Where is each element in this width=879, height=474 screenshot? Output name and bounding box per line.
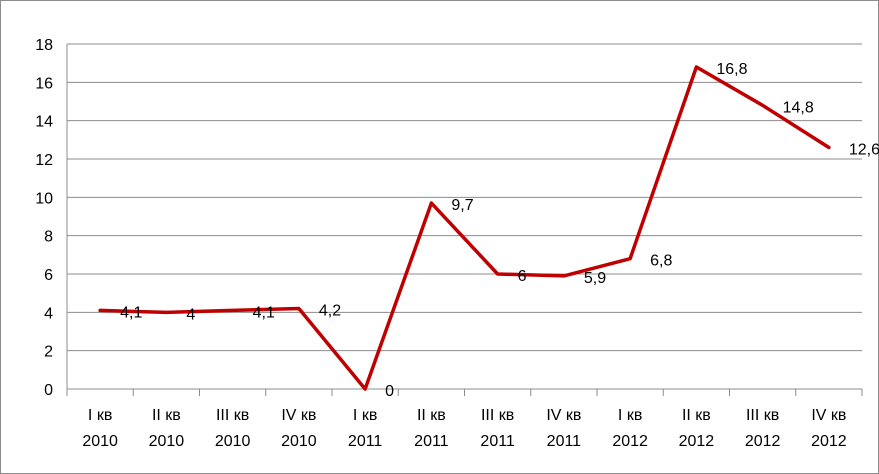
x-axis: I кв 2010 II кв 2010 III кв 2010 IV кв 2010 I кв…: [66, 388, 863, 450]
data-label: 6,8: [650, 253, 672, 270]
data-point: [562, 274, 566, 278]
x-tick-label-quarter: II кв: [417, 407, 446, 424]
data-point: [694, 65, 698, 69]
y-tick-label: 18: [35, 37, 53, 54]
y-tick-label: 14: [35, 114, 53, 131]
data-label: 9,7: [451, 197, 473, 214]
x-tick-label-year: 2012: [679, 433, 715, 450]
data-label: 4: [186, 306, 195, 323]
data-label: 4,2: [319, 303, 341, 320]
x-tick-label-quarter: II кв: [682, 407, 711, 424]
x-tick-label-quarter: III кв: [216, 407, 249, 424]
y-tick-label: 8: [44, 229, 53, 246]
y-tick-label: 16: [35, 75, 53, 92]
data-point: [98, 308, 102, 312]
x-tick-label-year: 2011: [414, 433, 449, 450]
x-tick-label-quarter: IV кв: [811, 407, 846, 424]
data-label: 14,8: [783, 99, 814, 116]
y-tick-label: 4: [44, 305, 53, 322]
y-tick-label: 2: [44, 344, 53, 361]
x-tick-label-quarter: I кв: [618, 407, 642, 424]
x-tick-label-year: 2011: [480, 433, 515, 450]
data-point: [231, 308, 235, 312]
series-line: [98, 65, 831, 391]
data-label: 4,1: [253, 304, 275, 321]
data-point: [628, 257, 632, 261]
data-label: 16,8: [716, 61, 747, 78]
data-point: [496, 272, 500, 276]
y-tick-label: 12: [35, 152, 53, 169]
y-tick-label: 0: [44, 382, 53, 399]
x-tick-label-quarter: I кв: [88, 407, 112, 424]
x-tick-label-year: 2011: [547, 433, 582, 450]
x-tick-label-quarter: IV кв: [546, 407, 581, 424]
data-point: [827, 146, 831, 149]
data-point: [429, 201, 433, 205]
data-point: [297, 307, 301, 310]
y-tick-label: 6: [44, 267, 53, 284]
data-point: [164, 310, 168, 314]
x-tick-label-year: 2011: [348, 433, 383, 450]
y-tick-label: 10: [35, 190, 53, 207]
x-tick-label-year: 2010: [215, 433, 251, 450]
series-layer: [98, 65, 831, 391]
x-tick-label-quarter: III кв: [481, 407, 514, 424]
x-tick-label-year: 2012: [811, 433, 847, 450]
data-point: [363, 387, 367, 391]
x-tick-label-year: 2012: [612, 433, 648, 450]
x-tick-label-quarter: III кв: [746, 407, 779, 424]
x-tick-label-quarter: IV кв: [281, 407, 316, 424]
y-axis: 0 2 4 6 8 10 12 14 16 18: [35, 37, 68, 399]
x-tick-label-quarter: I кв: [353, 407, 377, 424]
x-tick-label-year: 2010: [149, 433, 185, 450]
data-label: 12,6: [849, 142, 879, 159]
data-label: 0: [385, 383, 394, 400]
data-label: 5,9: [584, 270, 606, 287]
data-label: 6: [518, 268, 527, 285]
x-tick-label-year: 2010: [82, 433, 118, 450]
x-tick-label-year: 2010: [281, 433, 317, 450]
data-point: [761, 103, 765, 107]
data-label: 4,1: [120, 304, 142, 321]
data-labels: 4,1 4 4,1 4,2 0 9,7 6 5,9 6,8 16,8 14,8 12,6: [120, 61, 879, 400]
x-tick-label-quarter: II кв: [152, 407, 181, 424]
x-tick-label-year: 2012: [745, 433, 781, 450]
